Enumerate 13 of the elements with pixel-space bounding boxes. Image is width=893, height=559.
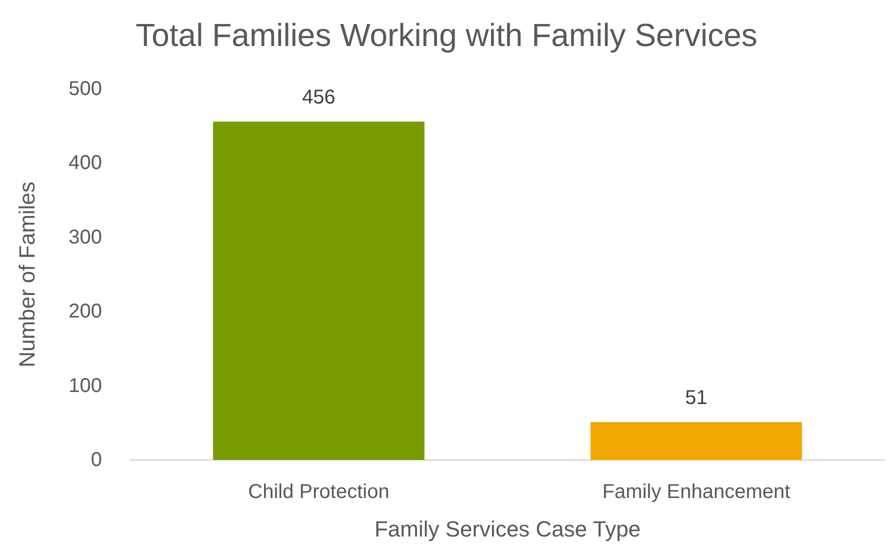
y-tick-label: 400 [68, 152, 102, 174]
y-tick-label: 300 [68, 226, 102, 248]
data-label: 456 [302, 86, 336, 109]
x-axis-title: Family Services Case Type [374, 516, 641, 542]
y-tick-label: 200 [68, 300, 102, 323]
data-label: 51 [685, 387, 708, 410]
x-tick-label: Child Protection [248, 481, 390, 503]
y-tick-label: 500 [68, 78, 102, 100]
chart-title: Total Families Working with Family Services [136, 17, 758, 53]
x-tick-label: Family Enhancement [602, 481, 791, 503]
y-tick-label: 100 [68, 374, 102, 397]
y-tick-label: 0 [90, 449, 102, 471]
y-axis-title: Number of Familes [14, 182, 40, 368]
